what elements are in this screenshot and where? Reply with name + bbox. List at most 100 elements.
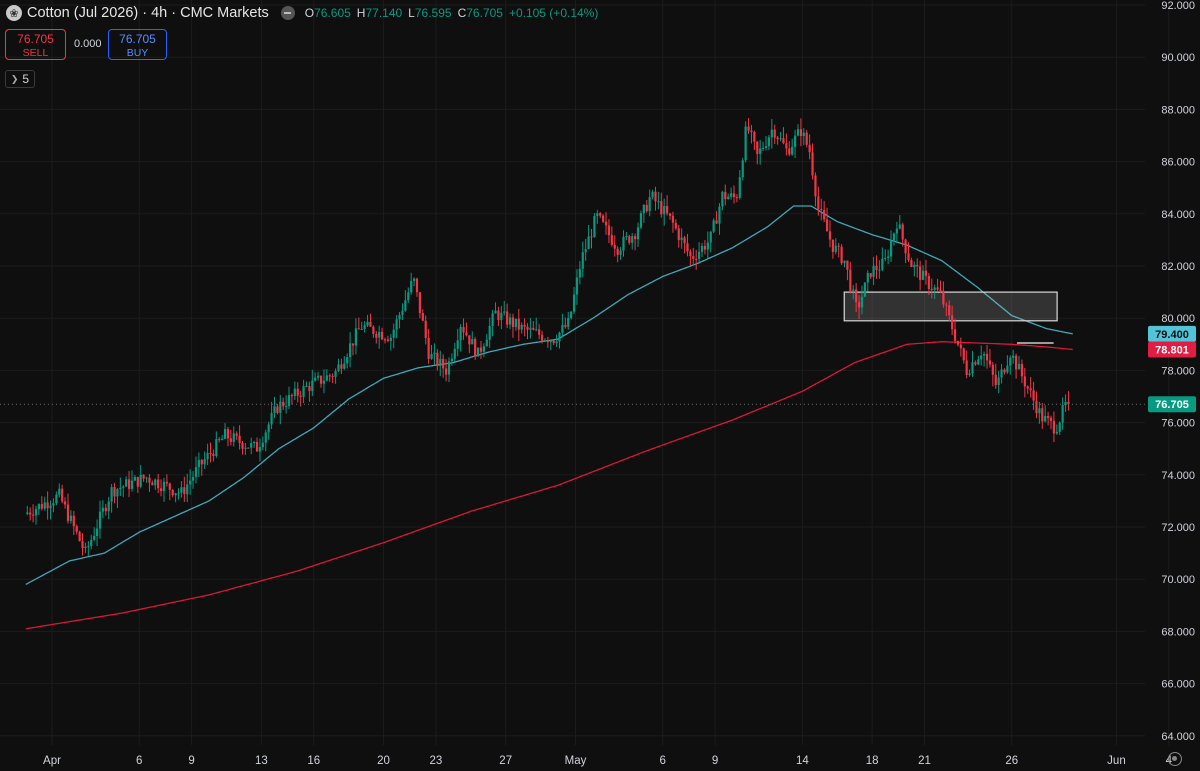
- symbol-logo-icon[interactable]: ❀: [6, 5, 22, 21]
- candle-body: [113, 487, 116, 497]
- hide-legend-icon[interactable]: [280, 6, 295, 20]
- candle-body: [43, 502, 46, 509]
- candle-body: [1026, 386, 1029, 389]
- buy-button[interactable]: 76.705 BUY: [108, 29, 167, 60]
- candle-body: [881, 258, 884, 270]
- candle-body: [415, 278, 419, 293]
- candle-body: [168, 483, 171, 490]
- candle-body: [360, 328, 363, 330]
- candle-body: [953, 329, 957, 341]
- candle-body: [49, 505, 52, 509]
- zone-rect[interactable]: [843, 291, 1058, 322]
- x-tick-label: 16: [307, 755, 320, 767]
- candle-body: [610, 235, 613, 245]
- candle-body: [357, 328, 360, 330]
- candle-body: [698, 251, 701, 259]
- candle-body: [37, 504, 41, 510]
- candle-body: [945, 304, 948, 306]
- rectangle-zone[interactable]: [843, 291, 1058, 322]
- candle-body: [869, 273, 872, 277]
- candle-body: [465, 332, 468, 336]
- symbol-title[interactable]: Cotton (Jul 2026) · 4h · CMC Markets: [27, 5, 269, 21]
- candle-body: [808, 144, 811, 153]
- candle-body: [392, 329, 395, 338]
- candle-body: [145, 477, 148, 479]
- candle-body: [1044, 416, 1047, 422]
- candle-body: [351, 343, 355, 346]
- candle-body: [625, 236, 628, 238]
- candle-body: [570, 311, 573, 319]
- candle-body: [78, 531, 81, 542]
- candle-body: [657, 201, 660, 203]
- candle-body: [511, 317, 515, 328]
- candle-body: [549, 340, 552, 343]
- candle-body: [439, 358, 442, 366]
- candle-body: [444, 368, 448, 375]
- x-tick-label: 9: [712, 755, 718, 767]
- candle-body: [267, 424, 270, 433]
- candle-body: [895, 228, 898, 234]
- candle-body: [820, 208, 823, 210]
- candle-body: [788, 148, 791, 155]
- candle-body: [718, 206, 721, 224]
- candle-body: [680, 237, 683, 241]
- candle-body: [855, 289, 858, 303]
- candle-body: [372, 326, 375, 334]
- candle-body: [331, 376, 334, 378]
- candle-body: [834, 245, 837, 252]
- candle-body: [843, 260, 846, 264]
- candle-body: [532, 327, 535, 330]
- candle-body: [634, 236, 637, 240]
- candle-body: [965, 360, 968, 375]
- sell-button[interactable]: 76.705 SELL: [5, 29, 66, 60]
- candle-body: [613, 244, 616, 249]
- price-axis[interactable]: 92.000 90.000 88.000 86.000 84.000 82.000 80.0…: [1161, 0, 1195, 743]
- candle-body: [805, 132, 808, 145]
- candle-body: [1052, 420, 1056, 434]
- candle-body: [1049, 417, 1053, 421]
- x-tick-label: 26: [1005, 755, 1018, 767]
- candle-body: [538, 329, 541, 335]
- candle-body: [921, 270, 925, 280]
- candle-body: [933, 287, 936, 290]
- candle-body: [753, 131, 756, 142]
- y-tick-label: 90.000: [1161, 52, 1195, 64]
- candle-body: [540, 334, 544, 341]
- buy-price: 76.705: [119, 32, 156, 46]
- candle-body: [503, 311, 506, 313]
- candle-body: [567, 318, 570, 327]
- candle-body: [427, 337, 430, 359]
- candle-body: [907, 253, 910, 261]
- price-tags: 79.400 78.801 76.705: [1148, 325, 1196, 413]
- candle-body: [337, 364, 340, 371]
- candle-body: [686, 243, 689, 252]
- indicators-count: 5: [22, 72, 30, 86]
- legend-header: ❀ Cotton (Jul 2026) · 4h · CMC Markets O…: [6, 3, 604, 23]
- candle-body: [956, 340, 960, 345]
- candle-body: [52, 503, 55, 506]
- candle-body: [863, 282, 866, 297]
- candle-body: [305, 386, 308, 388]
- candle-body: [302, 386, 305, 397]
- candle-body: [258, 447, 262, 452]
- candle-body: [616, 248, 619, 255]
- candle-body: [1012, 355, 1015, 358]
- indicators-toggle-button[interactable]: ❯ 5: [5, 70, 35, 88]
- candle-body: [759, 148, 762, 154]
- candle-body: [287, 395, 291, 407]
- candle-body: [543, 340, 547, 342]
- candle-body: [904, 239, 907, 254]
- candle-body: [773, 129, 776, 138]
- candle-body: [322, 380, 326, 384]
- candle-body: [663, 206, 666, 215]
- candle-body: [683, 237, 686, 244]
- candle-body: [366, 321, 369, 326]
- candle-body: [927, 275, 930, 289]
- time-axis[interactable]: Apr 6 9 13 16 20 23 27 May 6 9 14 18 21 26 Jun 4: [43, 755, 1173, 767]
- candle-body: [148, 477, 151, 483]
- candle-body: [250, 443, 253, 448]
- settings-gear-icon[interactable]: [1168, 752, 1182, 766]
- candle-body: [1041, 408, 1044, 422]
- x-tick-label: 14: [796, 755, 809, 767]
